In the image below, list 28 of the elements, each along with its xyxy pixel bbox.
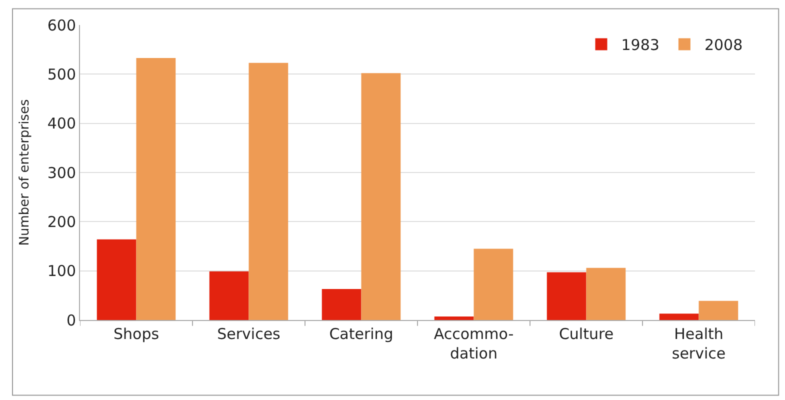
bar: [659, 314, 699, 320]
x-tick-label: Culture: [558, 325, 614, 343]
y-tick-label: 0: [66, 311, 76, 330]
x-tick-label: Services: [217, 325, 281, 343]
legend-label: 1983: [621, 36, 660, 54]
y-tick-label: 200: [47, 212, 76, 231]
bar: [698, 300, 738, 320]
bar: [546, 272, 586, 320]
y-axis-title: Number of enterprises: [17, 99, 32, 246]
x-tick-label: Health service: [672, 325, 726, 362]
bar: [248, 62, 288, 320]
y-tick-label: 400: [47, 114, 76, 133]
x-tick-label: Shops: [113, 325, 160, 343]
legend-label: 2008: [704, 36, 743, 54]
x-tick-label: Accommo- dation: [434, 325, 514, 362]
bar: [322, 289, 362, 320]
y-tick-label: 100: [47, 262, 76, 280]
bar: [361, 73, 401, 320]
bar: [586, 268, 626, 320]
bar: [209, 271, 249, 320]
bar: [136, 58, 176, 320]
bar: [434, 316, 474, 320]
y-tick-label: 300: [47, 164, 76, 182]
x-tick-label: Catering: [329, 325, 394, 343]
y-tick-label: 500: [47, 65, 76, 84]
y-tick-label: 600: [47, 16, 76, 34]
bar: [474, 248, 514, 320]
bar: [96, 239, 136, 320]
